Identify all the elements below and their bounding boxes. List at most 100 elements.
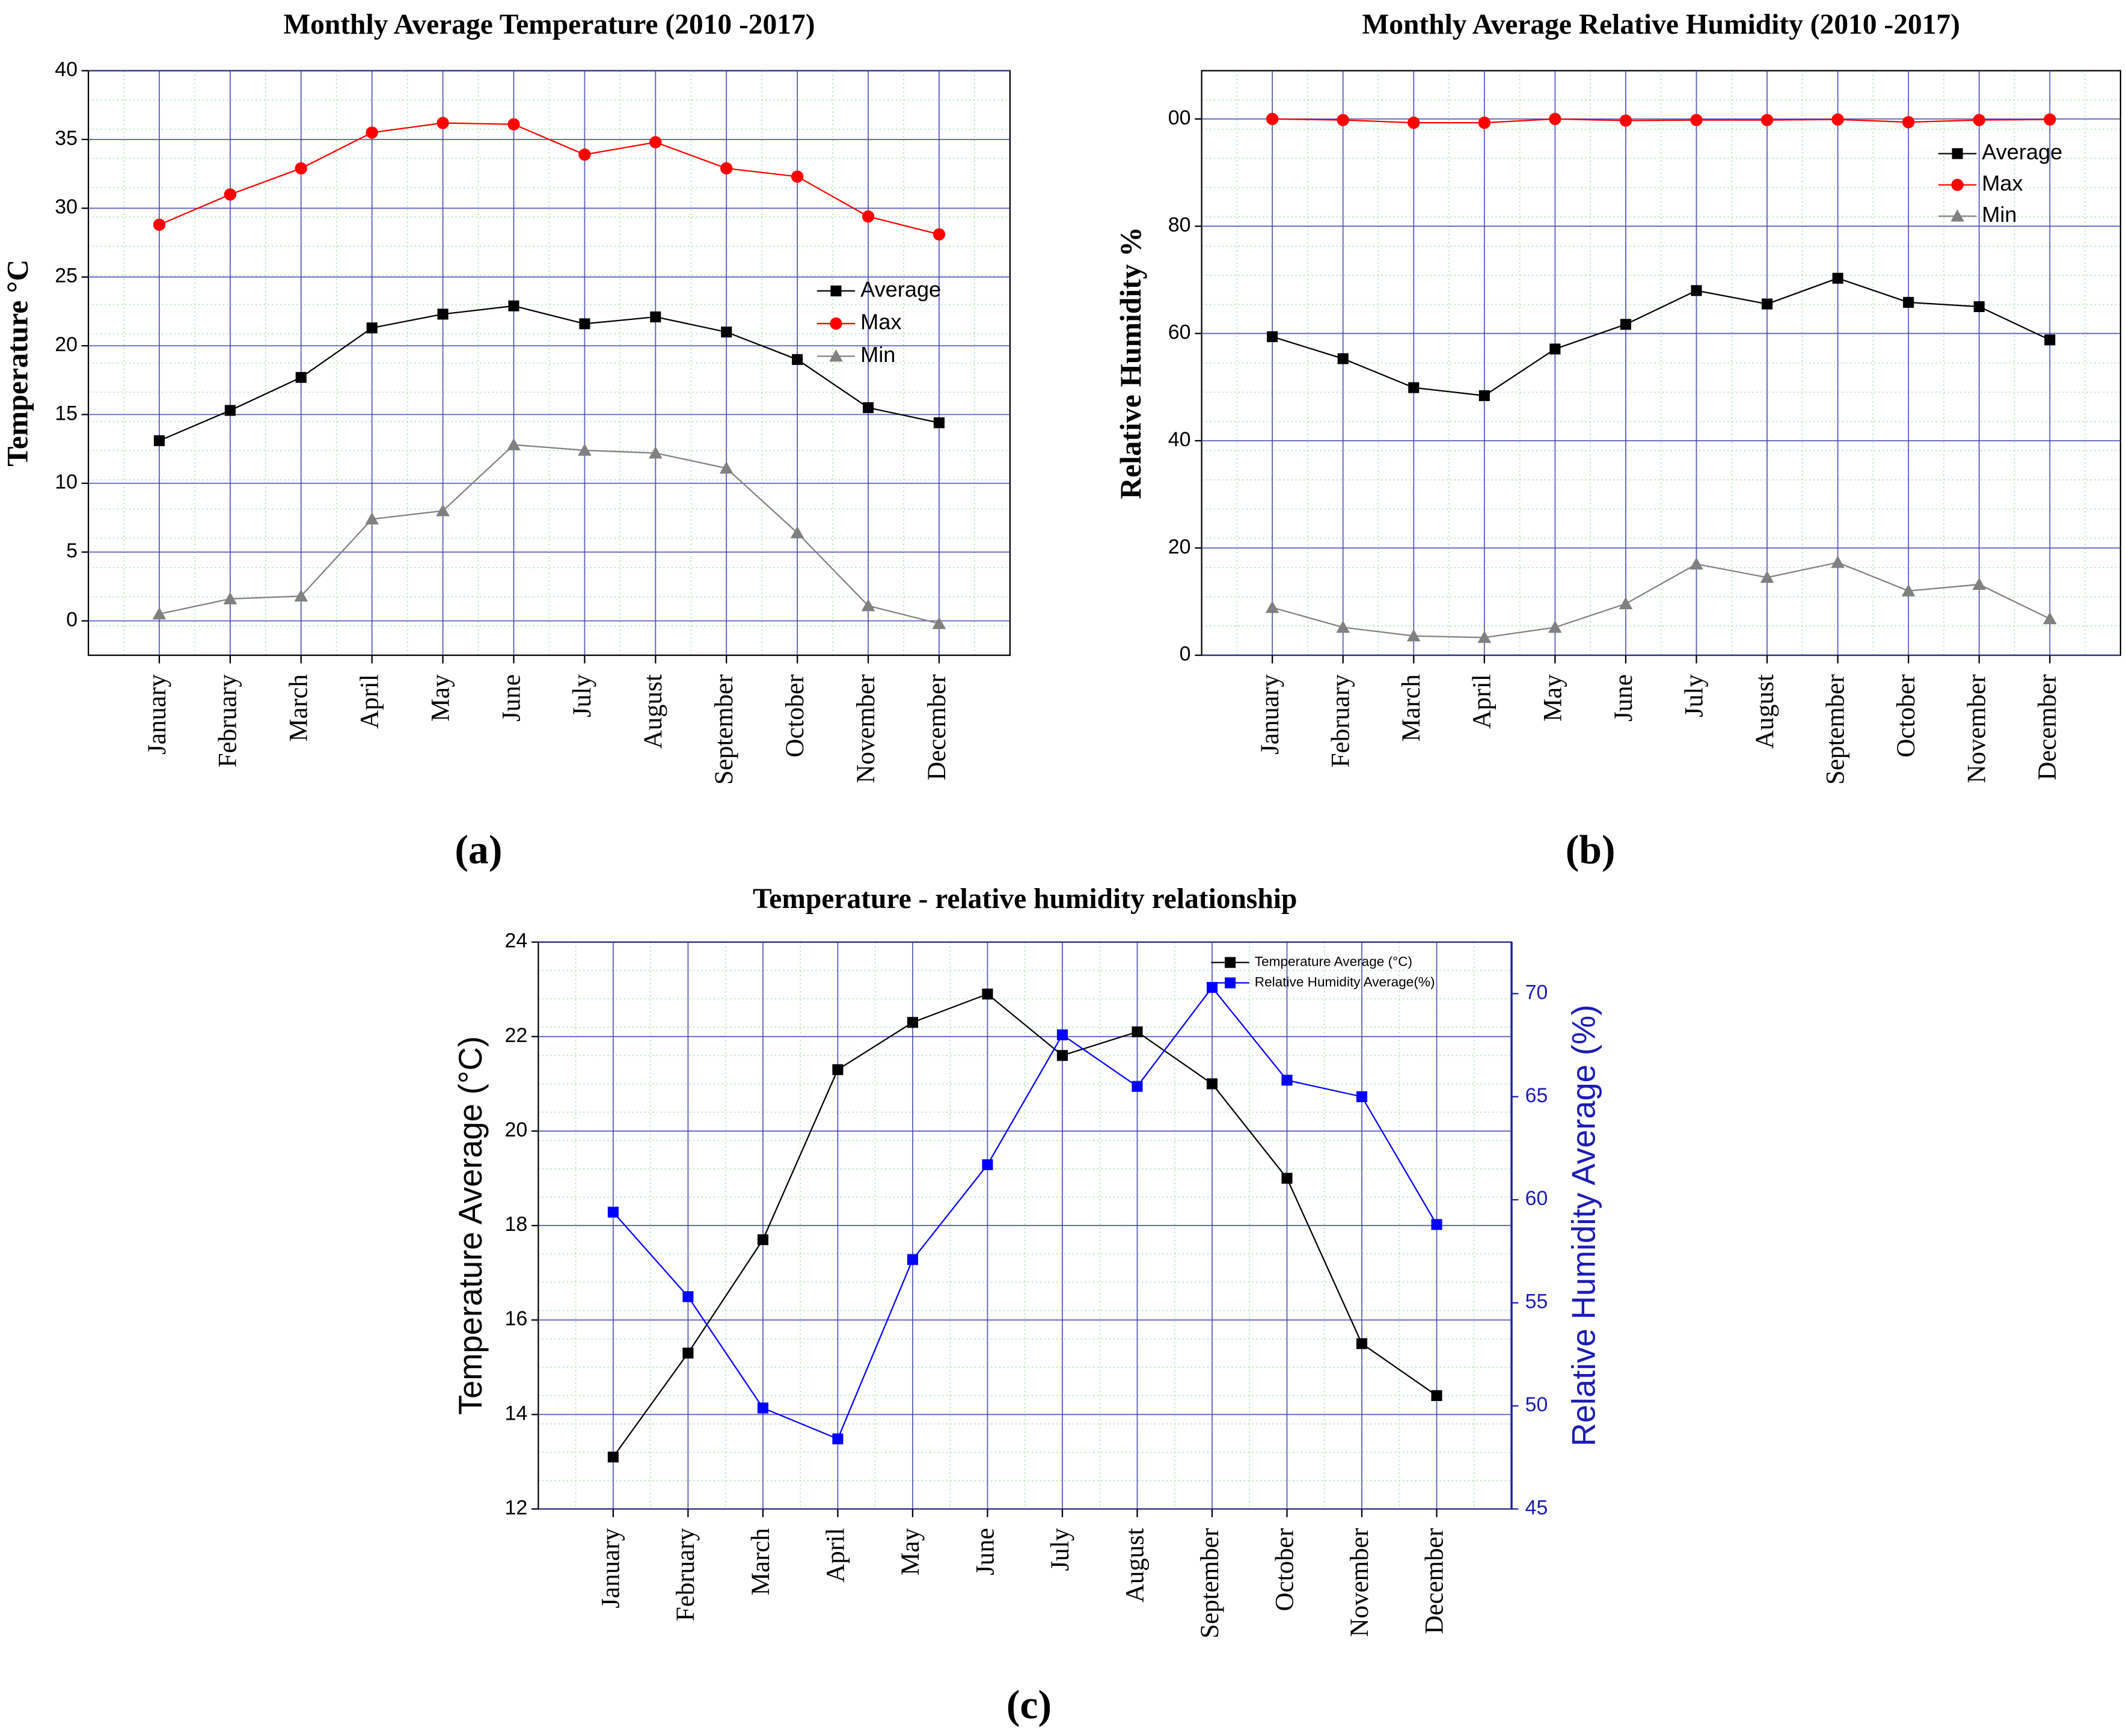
marker	[830, 317, 842, 330]
x-tick-label: February	[214, 674, 242, 768]
marker	[830, 285, 842, 296]
x-tick-label: October	[1270, 1528, 1299, 1611]
x-tick-label: August	[1121, 1528, 1149, 1603]
marker	[1831, 113, 1844, 126]
x-tick-label: March	[285, 674, 313, 741]
legend-label: Min	[860, 342, 895, 367]
x-tick-label: January	[1256, 674, 1284, 755]
y-tick-label: 20	[55, 333, 78, 356]
marker	[933, 417, 945, 429]
x-tick-label: May	[1539, 674, 1567, 722]
x-tick-label: June	[971, 1528, 999, 1575]
series-line	[612, 993, 1438, 1458]
y-tick-label: 15	[55, 402, 78, 425]
marker	[1973, 301, 1985, 313]
y-tick-label: 40	[1168, 428, 1191, 451]
x-tick-label: October	[1892, 674, 1920, 757]
marker	[508, 300, 519, 311]
legend-label: Min	[1982, 202, 2017, 227]
marker	[2043, 612, 2057, 625]
marker	[224, 188, 237, 201]
x-tick-label: October	[781, 674, 809, 757]
x-tick-label: April	[1468, 674, 1496, 729]
marker	[607, 1451, 619, 1463]
x-tick-label: January	[143, 674, 171, 755]
marker	[153, 435, 165, 446]
x-tick-label: May	[426, 674, 455, 722]
x-tick-label: August	[1751, 674, 1779, 749]
legend-label: Temperature Average (°C)	[1255, 954, 1412, 969]
y-tick-label: 20	[1168, 535, 1191, 558]
y-axis-label: Temperature °C	[1, 259, 34, 466]
marker	[1762, 298, 1773, 310]
marker	[224, 405, 236, 416]
marker	[682, 1291, 694, 1302]
x-tick-label: September	[710, 674, 738, 785]
x-tick-label: December	[923, 674, 951, 780]
marker	[1281, 1173, 1293, 1184]
series-line	[1272, 562, 2050, 639]
marker	[832, 1433, 844, 1444]
marker	[829, 349, 843, 362]
marker	[650, 311, 661, 323]
marker	[1952, 148, 1963, 159]
marker	[1478, 390, 1490, 402]
y-tick-label: 10	[55, 471, 78, 494]
marker	[1132, 1081, 1143, 1092]
marker	[757, 1402, 768, 1414]
marker	[907, 1017, 918, 1028]
series-line	[159, 444, 940, 625]
marker	[1548, 621, 1562, 633]
marker	[607, 1206, 619, 1218]
series-line	[159, 122, 940, 235]
marker	[1903, 296, 1914, 308]
marker	[1760, 114, 1774, 126]
marker	[1951, 179, 1964, 191]
marker	[649, 136, 662, 149]
caption: (c)	[1006, 1682, 1052, 1727]
y2-tick-label: 45	[1525, 1496, 1548, 1519]
marker	[1972, 577, 1987, 590]
marker	[1832, 272, 1843, 284]
x-tick-label: July	[1680, 674, 1708, 717]
y-tick-label: 22	[505, 1024, 528, 1047]
x-tick-label: July	[568, 674, 596, 717]
marker	[1056, 1050, 1068, 1061]
chart-title: Monthly Average Relative Humidity (2010 …	[1362, 9, 1960, 40]
marker	[1337, 353, 1349, 364]
marker	[757, 1234, 768, 1245]
y2-tick-label: 50	[1525, 1393, 1548, 1416]
y2-tick-label: 55	[1525, 1290, 1548, 1313]
marker	[1620, 319, 1632, 330]
marker	[1950, 209, 1964, 222]
chart: 0 20 40 60 80 00 January February March April May J…	[1114, 9, 2122, 872]
marker	[1336, 621, 1350, 633]
y-tick-label: 0	[66, 608, 78, 631]
marker	[1831, 556, 1845, 568]
marker	[1225, 977, 1236, 989]
marker	[982, 1159, 993, 1170]
y-tick-label: 16	[505, 1307, 528, 1330]
marker	[1206, 982, 1218, 993]
marker	[933, 228, 946, 241]
marker	[1356, 1338, 1368, 1349]
x-tick-label: February	[672, 1528, 700, 1622]
y2-tick-label: 60	[1525, 1187, 1548, 1210]
marker	[1408, 382, 1420, 393]
y-axis-label: Relative Humidity %	[1114, 227, 1147, 499]
y-tick-label: 14	[505, 1402, 528, 1425]
marker	[295, 372, 307, 383]
marker	[1056, 1029, 1068, 1041]
legend-label: Max	[860, 310, 901, 334]
chart-title: Monthly Average Temperature (2010 -2017)	[283, 9, 815, 40]
marker	[1356, 1091, 1368, 1102]
y-tick-label: 30	[55, 195, 78, 218]
chart: 12 14 16 18 20 22 24 45 50 55 60 65 70 Relative Humid…	[453, 883, 1602, 1728]
marker	[437, 308, 449, 320]
marker	[1477, 630, 1492, 643]
x-tick-label: November	[852, 674, 880, 783]
marker	[1902, 116, 1915, 129]
marker	[294, 589, 308, 602]
marker	[790, 526, 804, 539]
